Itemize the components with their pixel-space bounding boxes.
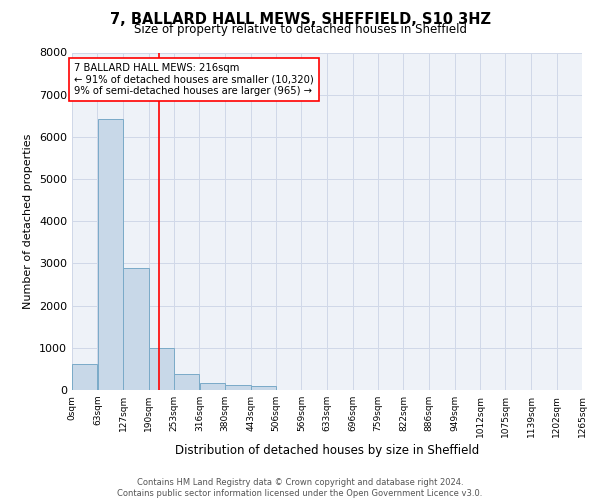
Bar	[124, 268, 149, 390]
Y-axis label: Number of detached properties: Number of detached properties	[23, 134, 34, 309]
Text: 7, BALLARD HALL MEWS, SHEFFIELD, S10 3HZ: 7, BALLARD HALL MEWS, SHEFFIELD, S10 3HZ	[110, 12, 491, 28]
Bar	[226, 385, 251, 390]
Bar	[97, 118, 122, 390]
Text: Contains HM Land Registry data © Crown copyright and database right 2024.
Contai: Contains HM Land Registry data © Crown c…	[118, 478, 482, 498]
Text: Size of property relative to detached houses in Sheffield: Size of property relative to detached ho…	[133, 22, 467, 36]
Bar	[251, 386, 276, 390]
Bar	[72, 364, 97, 390]
Bar	[199, 382, 224, 390]
X-axis label: Distribution of detached houses by size in Sheffield: Distribution of detached houses by size …	[175, 444, 479, 457]
Bar	[149, 348, 174, 390]
Text: 7 BALLARD HALL MEWS: 216sqm
← 91% of detached houses are smaller (10,320)
9% of : 7 BALLARD HALL MEWS: 216sqm ← 91% of det…	[74, 63, 314, 96]
Bar	[174, 374, 199, 390]
